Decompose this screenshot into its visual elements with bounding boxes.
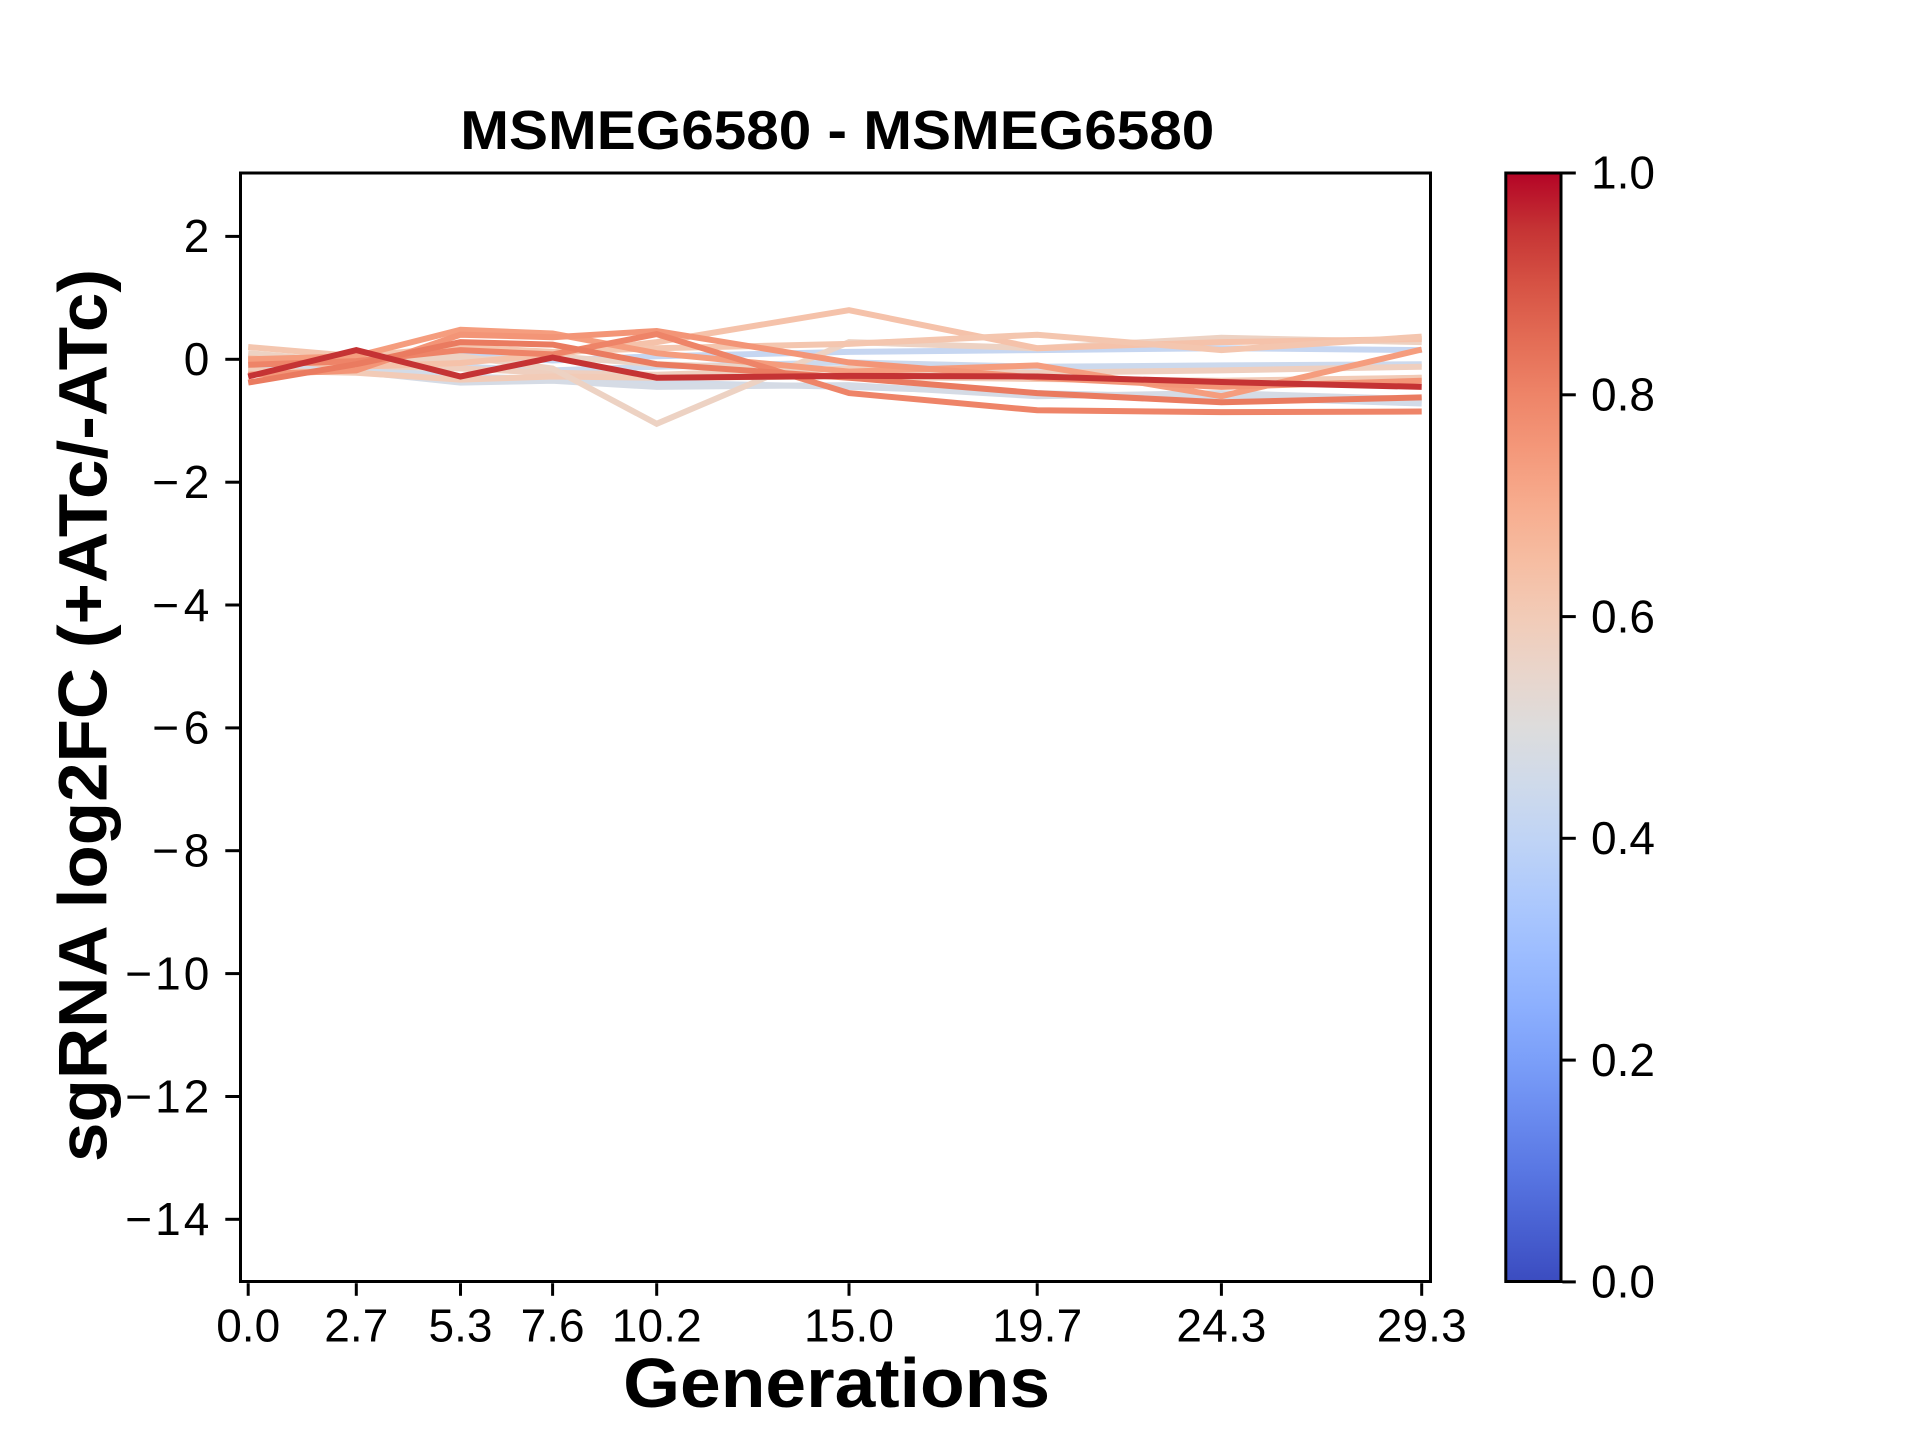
svg-text:Generations: Generations bbox=[623, 1344, 1050, 1422]
svg-text:0.0: 0.0 bbox=[1591, 1256, 1655, 1308]
svg-text:0.8: 0.8 bbox=[1591, 369, 1655, 421]
svg-text:0.2: 0.2 bbox=[1591, 1034, 1655, 1086]
svg-text:sgRNA log2FC (+ATc/-ATc): sgRNA log2FC (+ATc/-ATc) bbox=[45, 269, 122, 1162]
svg-text:15.0: 15.0 bbox=[804, 1299, 894, 1351]
svg-text:0.0: 0.0 bbox=[216, 1299, 280, 1351]
svg-text:2: 2 bbox=[184, 210, 210, 262]
svg-text:10.2: 10.2 bbox=[612, 1299, 702, 1351]
svg-text:−14: −14 bbox=[125, 1193, 209, 1245]
svg-text:0.6: 0.6 bbox=[1591, 590, 1655, 642]
svg-text:24.3: 24.3 bbox=[1176, 1299, 1266, 1351]
svg-text:2.7: 2.7 bbox=[324, 1299, 388, 1351]
svg-text:1.0: 1.0 bbox=[1591, 147, 1655, 199]
svg-text:0.4: 0.4 bbox=[1591, 812, 1655, 864]
svg-text:29.3: 29.3 bbox=[1377, 1299, 1467, 1351]
svg-text:−10: −10 bbox=[125, 947, 209, 999]
svg-text:7.6: 7.6 bbox=[521, 1299, 585, 1351]
svg-text:0: 0 bbox=[184, 333, 210, 385]
svg-text:19.7: 19.7 bbox=[992, 1299, 1082, 1351]
svg-text:−12: −12 bbox=[125, 1070, 209, 1122]
svg-text:MSMEG6580 - MSMEG6580: MSMEG6580 - MSMEG6580 bbox=[460, 99, 1214, 161]
svg-text:5.3: 5.3 bbox=[429, 1299, 493, 1351]
